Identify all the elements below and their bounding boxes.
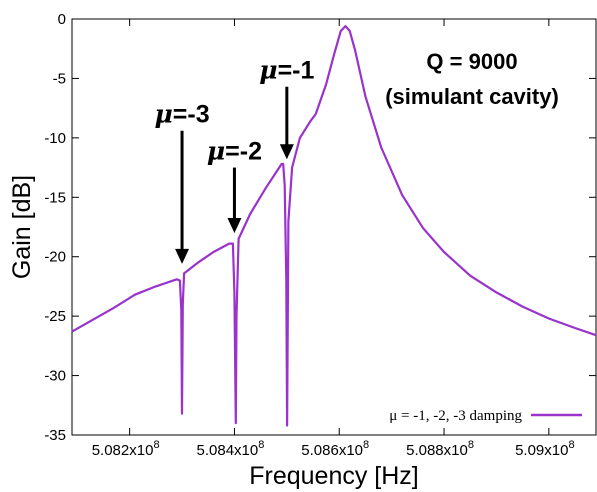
annotation-label: μ=-3 (154, 100, 209, 129)
x-tick-label: 5.084x108 (197, 439, 265, 459)
x-tick-label: 5.086x108 (301, 439, 369, 459)
y-axis-ticks: 0 -5 -10 -15 -20 -25 -30 -35 (44, 11, 596, 444)
x-tick-label: 5.082x108 (92, 439, 160, 459)
x-axis-title: Frequency [Hz] (249, 462, 419, 490)
y-tick-label: -10 (44, 130, 66, 147)
annotation-label: μ=-2 (207, 137, 262, 166)
legend: μ = -1, -2, -3 damping (389, 408, 582, 424)
text-box-line1: Q = 9000 (426, 49, 517, 74)
y-tick-label: -5 (53, 70, 66, 87)
y-axis-title: Gain [dB] (8, 175, 36, 279)
annotation-arrowhead (175, 248, 190, 264)
annotation-arrowhead (279, 144, 294, 160)
annotations: μ=-3 μ=-2 μ=-1 (154, 56, 314, 264)
y-tick-label: -35 (44, 427, 66, 444)
legend-label: μ = -1, -2, -3 damping (389, 408, 522, 424)
annotation-label: μ=-1 (259, 56, 314, 85)
y-tick-label: -25 (44, 308, 66, 325)
y-tick-label: -15 (44, 189, 66, 206)
y-tick-label: -20 (44, 249, 66, 266)
series-line (71, 25, 597, 427)
annotation-arrowhead (227, 217, 242, 233)
x-axis-ticks: 5.082x108 5.084x108 5.086x108 5.088x108 5.09… (92, 19, 575, 459)
plot-frame (71, 18, 597, 436)
y-tick-label: -30 (44, 368, 66, 385)
y-tick-label: 0 (58, 11, 66, 28)
x-tick-label: 5.09x108 (515, 439, 575, 459)
text-box-line2: (simulant cavity) (385, 84, 559, 109)
x-tick-label: 5.088x108 (406, 439, 474, 459)
